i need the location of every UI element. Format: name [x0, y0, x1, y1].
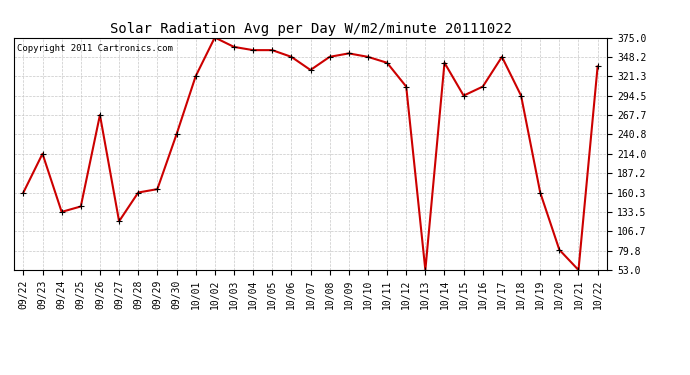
Title: Solar Radiation Avg per Day W/m2/minute 20111022: Solar Radiation Avg per Day W/m2/minute …: [110, 22, 511, 36]
Text: Copyright 2011 Cartronics.com: Copyright 2011 Cartronics.com: [17, 45, 172, 54]
